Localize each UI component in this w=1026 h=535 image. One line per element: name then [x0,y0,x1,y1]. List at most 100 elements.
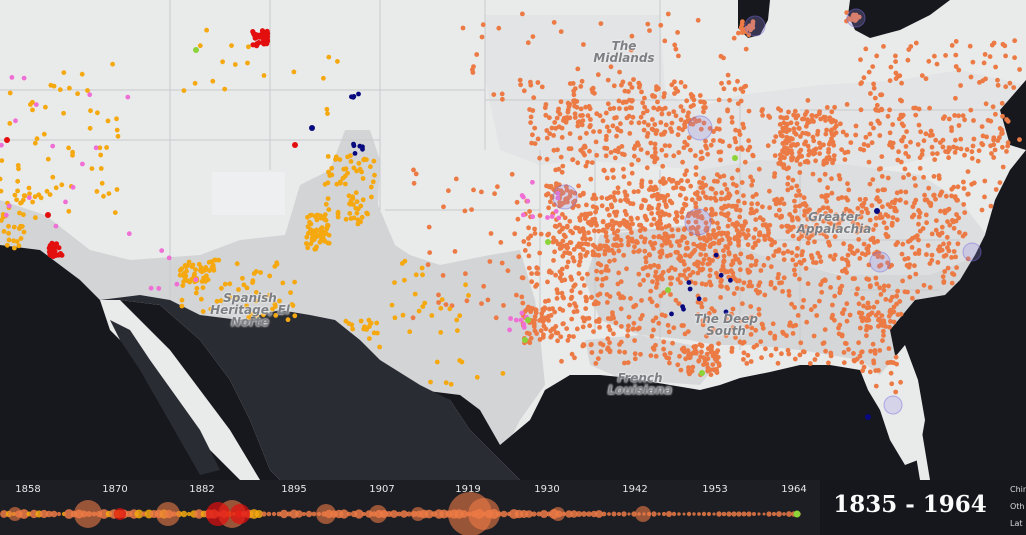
data-point[interactable] [519,193,525,198]
data-point[interactable] [629,85,635,90]
data-point[interactable] [681,306,686,312]
data-point[interactable] [573,304,579,309]
data-point[interactable] [801,116,807,122]
data-point[interactable] [560,212,565,217]
data-point[interactable] [561,118,566,123]
data-point[interactable] [970,143,976,149]
data-point[interactable] [250,280,255,285]
data-point[interactable] [817,140,822,146]
data-point[interactable] [583,294,589,300]
data-point[interactable] [867,283,873,289]
data-point[interactable] [652,146,658,151]
data-point[interactable] [857,353,863,359]
data-point[interactable] [904,129,909,135]
data-point[interactable] [711,129,716,134]
data-point[interactable] [636,325,642,331]
data-point[interactable] [979,141,985,146]
data-point[interactable] [699,349,704,355]
data-point[interactable] [616,291,622,297]
data-point[interactable] [718,231,724,237]
data-point[interactable] [859,251,865,256]
data-point[interactable] [858,81,864,87]
data-point[interactable] [1012,38,1018,44]
data-point[interactable] [685,178,691,184]
data-point[interactable] [566,146,572,152]
data-point[interactable] [651,262,657,268]
timeline-point[interactable] [45,510,53,518]
data-point[interactable] [661,346,666,352]
data-point[interactable] [654,128,660,134]
data-point[interactable] [934,151,940,157]
data-point[interactable] [530,179,535,185]
data-point[interactable] [577,217,583,223]
data-point[interactable] [742,200,747,206]
data-point[interactable] [636,120,642,126]
data-point[interactable] [716,225,721,231]
data-point[interactable] [699,370,705,376]
data-point[interactable] [692,261,697,267]
data-point[interactable] [676,53,681,59]
data-point[interactable] [580,324,586,330]
data-point[interactable] [21,229,27,235]
data-point[interactable] [200,285,206,291]
data-point[interactable] [232,62,238,67]
data-point[interactable] [739,180,745,185]
data-point[interactable] [698,242,704,248]
data-point[interactable] [558,245,564,251]
data-point[interactable] [732,86,738,92]
data-point[interactable] [622,349,628,355]
data-point[interactable] [310,232,316,238]
timeline-canvas[interactable] [0,480,820,535]
data-point[interactable] [610,310,615,315]
data-point[interactable] [817,298,822,304]
data-point[interactable] [13,118,18,124]
data-point[interactable] [14,197,19,203]
data-point[interactable] [323,201,329,207]
data-point[interactable] [674,239,680,245]
data-point[interactable] [913,197,919,203]
data-point[interactable] [916,122,922,128]
data-point[interactable] [551,235,556,241]
data-point[interactable] [991,155,997,160]
data-point[interactable] [441,204,446,210]
timeline-point[interactable] [301,511,307,517]
data-point[interactable] [688,121,694,127]
data-point[interactable] [853,123,859,129]
data-point[interactable] [710,258,715,263]
data-point[interactable] [870,64,876,69]
data-point[interactable] [779,351,784,357]
data-point[interactable] [646,206,652,212]
data-point[interactable] [847,243,853,249]
data-point[interactable] [564,245,570,251]
data-point[interactable] [719,237,725,243]
data-point[interactable] [841,210,847,216]
data-point[interactable] [94,189,100,194]
data-point[interactable] [698,245,704,251]
data-point[interactable] [945,219,950,225]
data-point[interactable] [708,195,714,201]
data-point[interactable] [773,201,779,207]
data-point[interactable] [903,144,909,149]
data-point[interactable] [808,307,814,313]
data-point[interactable] [787,323,792,328]
data-point[interactable] [905,289,910,295]
data-point[interactable] [604,196,610,202]
data-point[interactable] [864,333,869,339]
data-point[interactable] [326,54,332,60]
data-point[interactable] [756,166,762,172]
data-point[interactable] [514,292,519,298]
data-point[interactable] [873,368,879,373]
data-point[interactable] [714,358,719,364]
data-point[interactable] [22,193,28,199]
timeline-point[interactable] [362,512,366,516]
data-point[interactable] [66,208,72,214]
data-point[interactable] [860,295,866,301]
data-point[interactable] [559,290,565,296]
data-point[interactable] [828,353,834,359]
data-point[interactable] [744,324,750,330]
data-point[interactable] [858,214,864,220]
data-point[interactable] [624,266,629,272]
data-point[interactable] [745,352,751,358]
data-point[interactable] [590,87,595,92]
data-point[interactable] [668,275,673,281]
